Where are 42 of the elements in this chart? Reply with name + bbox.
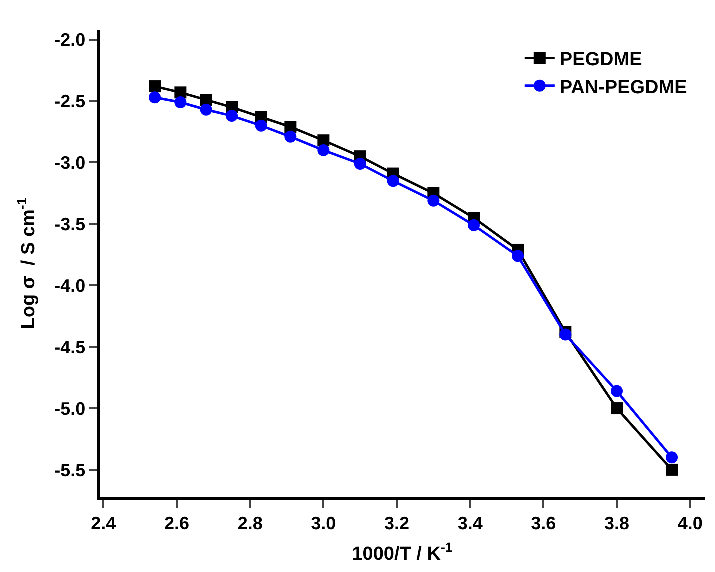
point	[284, 121, 297, 134]
x-tick-label: 2.6	[164, 513, 190, 534]
y-tick-label: -3.0	[54, 153, 86, 174]
point	[200, 104, 212, 116]
x-tick-label: 4.0	[678, 513, 703, 534]
x-tick-label: 2.8	[238, 513, 263, 534]
point	[149, 80, 161, 93]
point	[666, 464, 678, 476]
y-tick-label: -2.5	[54, 92, 86, 112]
point	[226, 110, 238, 122]
point	[284, 130, 297, 143]
point	[611, 402, 623, 415]
x-tick-label: 3.0	[311, 513, 336, 534]
point	[200, 94, 212, 106]
y-tick-label: -3.5	[54, 214, 86, 234]
x-tick-label: 3.8	[604, 513, 630, 534]
y-tick-label: -2.0	[54, 30, 86, 50]
point	[149, 92, 161, 104]
x-tick-label: 3.4	[458, 513, 483, 534]
x-axis-title: 1000/T / K$^{-1}$	[352, 540, 454, 566]
y-tick-label: -5.0	[54, 398, 86, 419]
point	[468, 219, 480, 232]
x-tick-label: 3.6	[531, 513, 556, 534]
y-tick-label: -5.5	[54, 460, 86, 480]
point	[354, 158, 366, 170]
point	[255, 120, 268, 132]
legend-label: PEGDME	[560, 50, 642, 71]
point	[611, 385, 623, 398]
x-tick-label: 3.2	[384, 513, 410, 534]
point	[318, 134, 330, 147]
point	[666, 452, 678, 464]
point	[387, 175, 400, 188]
y-tick-label: -4.0	[54, 276, 86, 296]
point	[174, 96, 187, 109]
point	[318, 144, 330, 156]
legend-label: PAN-PEGDME	[560, 77, 688, 98]
y-tick-label: -4.5	[54, 337, 86, 358]
point	[560, 328, 572, 341]
x-tick-label: 2.4	[91, 513, 116, 534]
point	[512, 250, 524, 262]
point	[428, 194, 440, 207]
point	[174, 86, 187, 99]
